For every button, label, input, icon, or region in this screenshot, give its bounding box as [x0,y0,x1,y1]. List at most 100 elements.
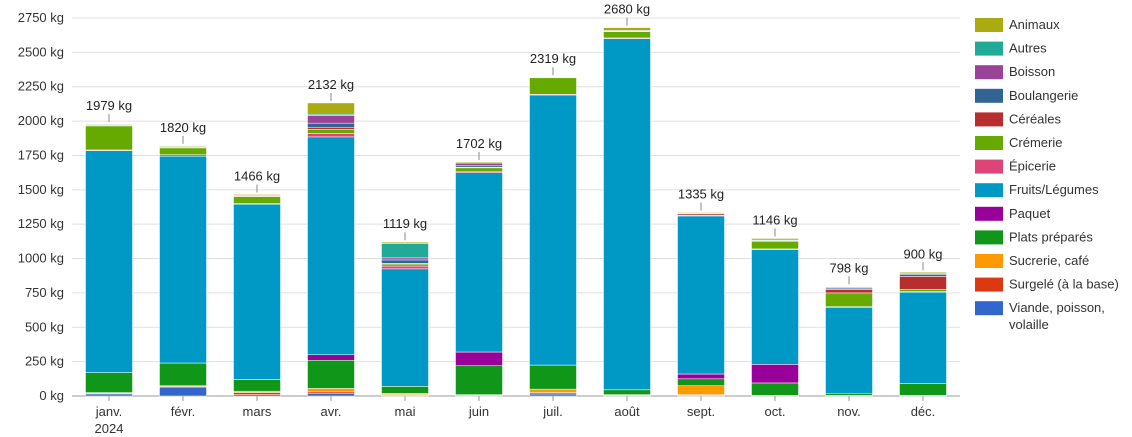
bar-segment[interactable] [751,241,799,250]
bar-segment[interactable] [159,145,207,147]
x-tick-label: mars [243,404,272,419]
bar-segment[interactable] [233,194,281,196]
y-tick-label: 1250 kg [18,216,64,231]
bar-segment[interactable] [899,276,947,290]
bar-segment[interactable] [603,27,651,31]
bar-total-label: 1979 kg [86,98,132,113]
bar-segment[interactable] [381,265,429,270]
bar-segment[interactable] [85,150,133,373]
bar-segment[interactable] [677,378,725,386]
bar-segment[interactable] [455,172,503,353]
bar-segment[interactable] [751,249,799,365]
bar-segment[interactable] [307,393,355,397]
y-tick-label: 2500 kg [18,44,64,59]
bar-segment[interactable] [677,373,725,380]
bar-segment[interactable] [751,364,799,384]
bar-segment[interactable] [159,147,207,156]
bar-segment[interactable] [307,122,355,128]
bar-segment[interactable] [381,243,429,259]
legend-swatch [975,230,1003,245]
bar-segment[interactable] [85,123,133,125]
bar-segment[interactable] [307,133,355,138]
bar-total-label: 798 kg [829,260,868,275]
bar-segment[interactable] [85,393,133,397]
legend-item[interactable]: Animaux [975,17,1060,32]
bar-segment[interactable] [233,379,281,392]
bar-segment[interactable] [307,360,355,389]
bar-segment[interactable] [233,196,281,204]
bar-segment[interactable] [603,31,651,39]
bar-segment[interactable] [307,115,355,124]
bar-segment[interactable] [233,392,281,395]
legend-label: Animaux [1009,17,1060,32]
bar-segment[interactable] [751,238,799,241]
legend-item[interactable]: Sucrerie, café [975,253,1089,268]
bar-segment[interactable] [381,241,429,244]
legend-item[interactable]: Surgelé (à la base) [975,277,1119,292]
bar-segment[interactable] [603,389,651,395]
legend-item[interactable]: Fruits/Légumes [975,182,1099,198]
bar-segment[interactable] [307,129,355,134]
bar-segment[interactable] [825,307,873,394]
bar-segment[interactable] [307,136,355,356]
bar-segment[interactable] [899,291,947,384]
bar-segment[interactable] [529,76,577,79]
bar-segment[interactable] [751,382,799,396]
legend-item[interactable]: Boulangerie [975,88,1078,103]
legend-item[interactable]: Boisson [975,64,1055,80]
bar-segment[interactable] [825,393,873,396]
bar-segment[interactable] [381,268,429,387]
bar-segment[interactable] [381,257,429,261]
legend-item[interactable]: Céréales [975,111,1062,127]
bar-segment[interactable] [529,393,577,397]
legend-item[interactable]: Viande, poisson, volaille [975,300,1105,332]
bar-segment[interactable] [899,289,947,292]
bar-segment[interactable] [825,289,873,294]
bar-segment[interactable] [529,77,577,95]
bar-segment[interactable] [159,155,207,364]
legend: Animaux Autres Boisson Boulangerie Céréales C… [975,17,1119,332]
x-tick-label: mai [395,404,416,419]
bar-segment[interactable] [455,161,503,164]
bar-segment[interactable] [529,94,577,366]
bar-segment[interactable] [85,125,133,151]
bar-segment[interactable] [307,102,355,115]
legend-item[interactable]: Crémerie [975,135,1062,150]
bar-segment[interactable] [233,204,281,380]
bar-segment[interactable] [677,385,725,395]
bar-segment[interactable] [307,388,355,393]
x-tick-label: nov. [837,404,861,419]
bar-segment[interactable] [899,383,947,396]
x-tick-sublabel: 2024 [95,421,124,436]
legend-item[interactable]: Plats préparés [975,229,1093,245]
legend-item[interactable]: Autres [975,41,1047,56]
y-tick-label: 2000 kg [18,113,64,128]
bar-total-label: 1146 kg [752,212,797,227]
bar-segment[interactable] [455,167,503,172]
bar-segment[interactable] [307,127,355,130]
bar-segment[interactable] [529,364,577,390]
bar-segment[interactable] [307,354,355,361]
bar-segment[interactable] [677,212,725,214]
bar-segment[interactable] [677,215,725,375]
bar-total-label: 900 kg [903,246,942,261]
bar-segment[interactable] [455,162,503,167]
bar-segment[interactable] [899,274,947,277]
bar-segment[interactable] [381,263,429,267]
bar-segment[interactable] [529,388,577,393]
bar-segment[interactable] [603,38,651,391]
bar-segment[interactable] [455,351,503,367]
legend-item[interactable]: Épicerie [975,159,1056,174]
bar-segment[interactable] [455,365,503,395]
bar-segment[interactable] [381,259,429,264]
bar-segment[interactable] [825,292,873,307]
bar-segment[interactable] [159,362,207,386]
bar-segment[interactable] [159,386,207,397]
x-tick-label: avr. [321,404,342,419]
bar-segment[interactable] [85,372,133,393]
legend-item[interactable]: Paquet [975,206,1051,221]
legend-label: Viande, poisson, [1009,300,1105,315]
y-tick-label: 1750 kg [18,147,64,162]
bar-segment[interactable] [899,272,947,274]
bar-segment[interactable] [381,386,429,394]
